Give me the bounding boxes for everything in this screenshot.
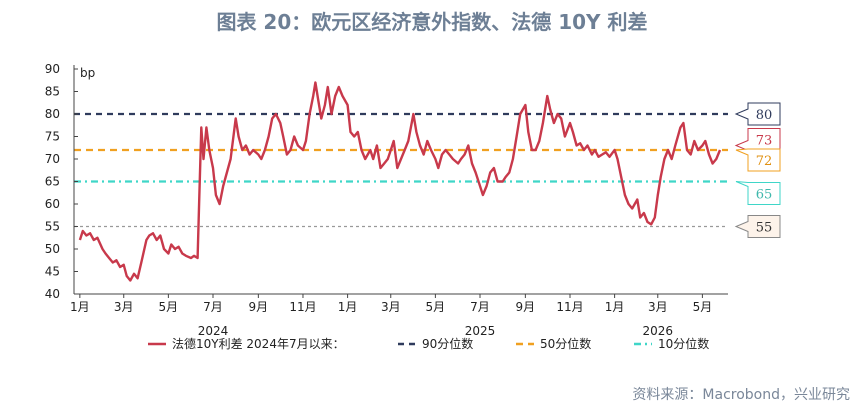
y-tick-label: 80: [45, 107, 60, 121]
x-tick-label: 1月: [70, 300, 90, 314]
callout-box: [734, 215, 781, 238]
legend-label: 法德10Y利差 2024年7月以来：: [172, 336, 345, 351]
legend-label: 90分位数: [422, 336, 473, 351]
y-tick-label: 70: [45, 152, 60, 166]
callout-label: 55: [756, 221, 773, 236]
y-tick-label: 75: [45, 130, 60, 144]
source-note: 资料来源：Macrobond，兴业研究: [632, 387, 850, 403]
callout-label: 72: [756, 154, 773, 169]
year-label: 2024: [198, 324, 229, 338]
y-axis: 40 45 50 55 60 65 70 75 80 85 90 bp: [45, 62, 96, 301]
y-tick-label: 45: [45, 265, 60, 279]
x-tick-label: 11月: [556, 300, 583, 314]
y-tick-label: 55: [45, 220, 60, 234]
x-tick-label: 5月: [693, 300, 713, 314]
x-tick-label: 5月: [426, 300, 446, 314]
legend: 法德10Y利差 2024年7月以来： 90分位数 50分位数 10分位数: [148, 336, 709, 351]
x-tick-label: 3月: [381, 300, 401, 314]
x-tick-label: 1月: [605, 300, 625, 314]
callout-label: 80: [756, 108, 773, 123]
y-tick-label: 90: [45, 62, 60, 76]
x-tick-label: 3月: [648, 300, 668, 314]
chart-title: 图表 20：欧元区经济意外指数、法德 10Y 利差: [216, 10, 648, 34]
x-tick-label: 9月: [516, 300, 536, 314]
legend-label: 50分位数: [540, 336, 591, 351]
y-tick-label: 85: [45, 85, 60, 99]
x-tick-label: 3月: [114, 300, 134, 314]
year-label: 2025: [465, 324, 496, 338]
x-tick-label: 7月: [470, 300, 490, 314]
callout-box: [735, 148, 781, 172]
callout-box: [734, 102, 781, 126]
callout-label: 73: [756, 134, 773, 149]
callout-label: 65: [756, 188, 773, 203]
callout-box: [735, 181, 781, 205]
x-tick-label: 11月: [289, 300, 316, 314]
y-tick-label: 50: [45, 242, 60, 256]
year-label: 2026: [642, 324, 673, 338]
y-unit-label: bp: [80, 66, 95, 80]
series-layer: [78, 81, 722, 282]
x-tick-label: 7月: [203, 300, 223, 314]
x-tick-label: 9月: [249, 300, 269, 314]
x-axis: 1月 3月 5月 7月 9月 11月 1月 3月 5月 7月 9月 11月 1月 3月 5月 2024 2025…: [70, 293, 728, 338]
reference-lines: [74, 112, 728, 228]
y-tick-label: 65: [45, 175, 60, 189]
x-tick-label: 5月: [159, 300, 179, 314]
y-tick-label: 60: [45, 197, 60, 211]
callout-layer: 80 73 72 65 55: [734, 102, 781, 238]
y-tick-label: 40: [45, 287, 60, 301]
legend-label: 10分位数: [658, 336, 709, 351]
series-line: [78, 81, 722, 282]
x-tick-label: 1月: [338, 300, 358, 314]
